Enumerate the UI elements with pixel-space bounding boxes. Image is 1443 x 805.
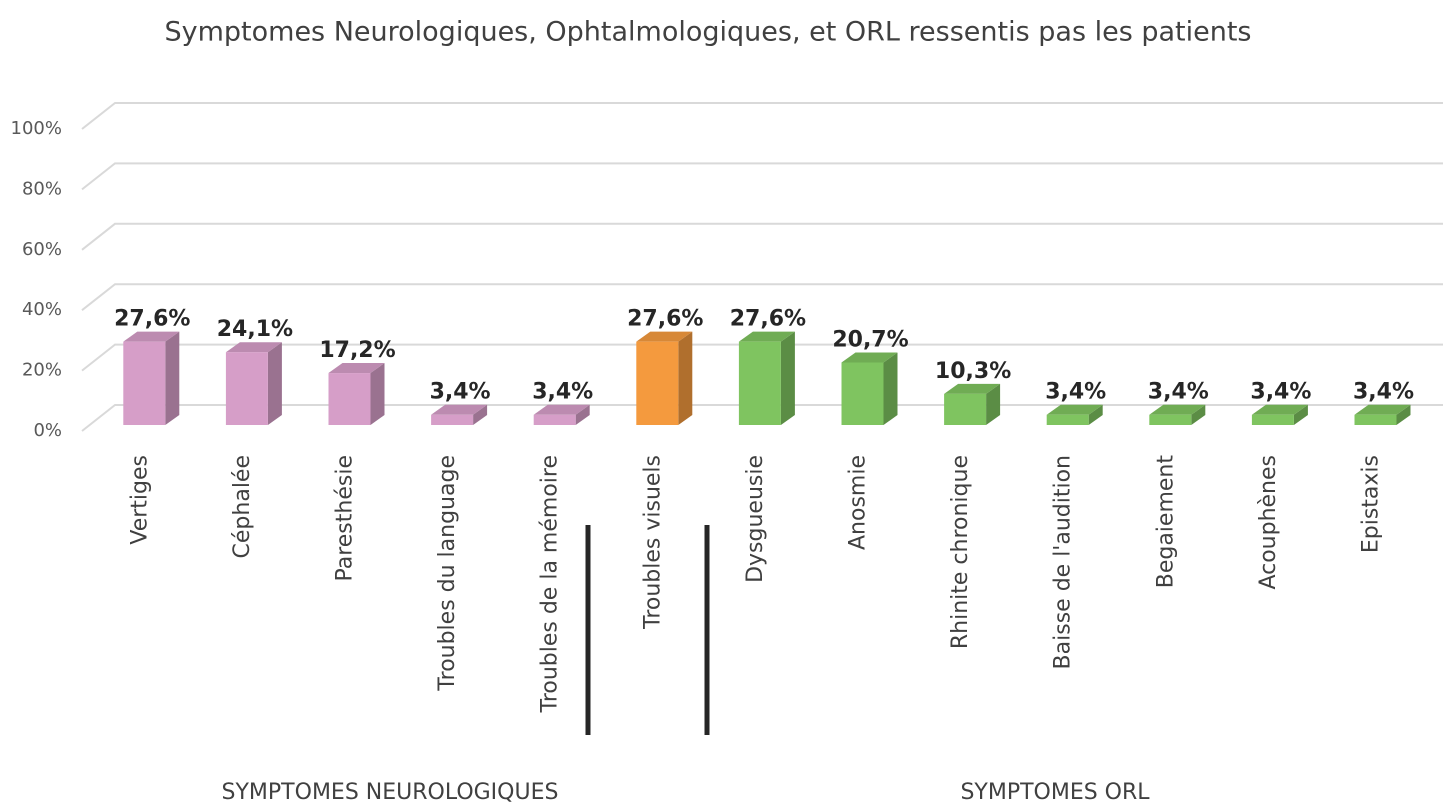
grid-line — [81, 162, 1443, 191]
value-label: 3,4% — [1045, 380, 1106, 405]
grid-line — [81, 283, 1443, 311]
bar-top — [431, 404, 488, 415]
bar-side — [1088, 404, 1103, 425]
group-label: SYMPTOMES NEUROLOGIQUES — [222, 780, 559, 805]
y-tick-label: 40% — [22, 299, 62, 320]
x-tick-label: Rhinite chronique — [948, 455, 973, 649]
bar-side — [1191, 404, 1206, 425]
value-label: 27,6% — [730, 307, 806, 332]
x-tick-label: Epistaxis — [1359, 455, 1384, 553]
bar — [533, 414, 576, 425]
group-label: SYMPTOMES ORL — [960, 780, 1150, 805]
bar-top — [841, 352, 898, 363]
bar-side — [575, 404, 590, 425]
bar — [944, 393, 987, 425]
x-tick-label: Céphalée — [230, 455, 255, 558]
value-label: 3,4% — [1250, 380, 1311, 405]
value-label: 24,1% — [217, 317, 293, 342]
x-tick-label: Paresthésie — [333, 455, 358, 582]
value-label: 27,6% — [114, 307, 190, 332]
chart-title: Symptomes Neurologiques, Ophtalmologique… — [164, 17, 1251, 48]
x-tick-label: Anosmie — [846, 455, 871, 550]
bar-top — [944, 383, 1001, 394]
bar — [123, 341, 166, 425]
bar — [841, 362, 884, 425]
bar — [431, 414, 474, 425]
bar-top — [1251, 404, 1308, 415]
x-tick-label: Baisse de l'audition — [1051, 455, 1076, 669]
bar — [1354, 414, 1397, 425]
value-label: 10,3% — [935, 359, 1011, 384]
bar-top — [1149, 404, 1206, 415]
value-label: 3,4% — [532, 380, 593, 405]
bar — [328, 373, 371, 425]
bar-top — [225, 342, 282, 353]
value-label: 20,7% — [832, 327, 908, 352]
bar-side — [883, 352, 898, 425]
value-label: 3,4% — [1148, 380, 1209, 405]
bar-top — [328, 363, 385, 374]
value-label: 17,2% — [319, 338, 395, 363]
bar-side — [1396, 404, 1411, 425]
bar-top — [1046, 404, 1103, 415]
value-label: 3,4% — [1353, 380, 1414, 405]
bar-top — [123, 331, 180, 342]
grid-line — [81, 222, 1443, 251]
bar-top — [1354, 404, 1411, 415]
bar-side — [267, 342, 282, 425]
value-label: 3,4% — [430, 380, 491, 405]
bar-top — [636, 331, 693, 342]
y-tick-label: 80% — [22, 178, 62, 199]
grid-line — [81, 102, 1443, 130]
x-tick-label: Dysgueusie — [743, 455, 768, 583]
x-tick-label: Troubles visuels — [640, 455, 665, 630]
bar — [1251, 414, 1294, 425]
bar-side — [986, 383, 1001, 425]
x-tick-label: Acouphènes — [1256, 455, 1281, 590]
bar-top — [738, 331, 795, 342]
bar-side — [678, 331, 693, 425]
bar-top — [533, 404, 590, 415]
bar-side — [1293, 404, 1308, 425]
x-tick-label: Begaiement — [1153, 455, 1178, 589]
value-label: 27,6% — [627, 307, 703, 332]
grid-line — [81, 343, 1443, 372]
y-tick-label: 20% — [22, 360, 62, 381]
bar — [1046, 414, 1089, 425]
y-tick-label: 100% — [11, 118, 62, 139]
bar — [636, 341, 679, 425]
bar-side — [473, 404, 488, 425]
bar — [225, 352, 268, 425]
bar — [1149, 414, 1192, 425]
x-tick-label: Troubles de la mémoire — [538, 455, 563, 713]
bar — [738, 341, 781, 425]
bar-side — [165, 331, 180, 425]
y-tick-label: 0% — [33, 420, 62, 441]
y-tick-label: 60% — [22, 239, 62, 260]
bar-side — [370, 363, 385, 425]
grid-line — [81, 404, 1443, 432]
x-tick-label: Vertiges — [127, 455, 152, 545]
x-tick-label: Troubles du language — [435, 455, 460, 692]
bar-side — [780, 331, 795, 425]
